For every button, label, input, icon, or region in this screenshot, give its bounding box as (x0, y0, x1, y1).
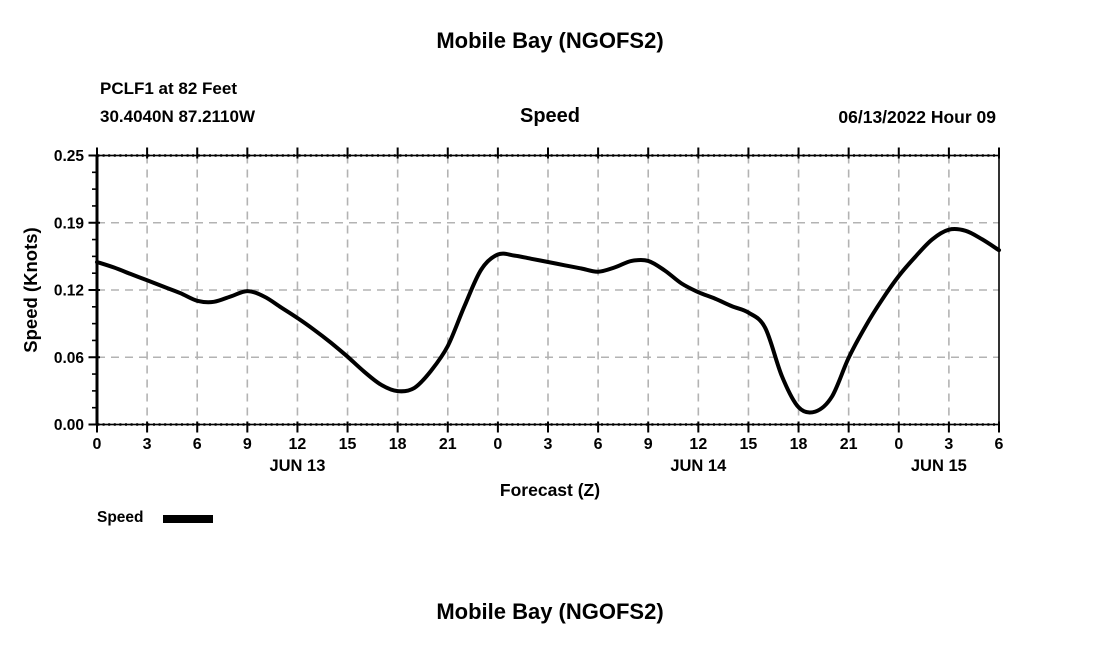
x-tick-label: 0 (493, 436, 502, 453)
x-tick-label: 3 (544, 436, 553, 453)
x-axis-label: Forecast (Z) (499, 480, 601, 500)
y-tick-label: 0.12 (54, 283, 84, 300)
x-tick-label: 12 (689, 436, 707, 453)
next-panel-title: Mobile Bay (NGOFS2) (436, 599, 664, 624)
x-tick-label: 6 (995, 436, 1004, 453)
x-tick-label: 15 (740, 436, 758, 453)
x-tick-label: 21 (439, 436, 457, 453)
x-tick-label: 6 (193, 436, 202, 453)
x-tick-label: 0 (894, 436, 903, 453)
x-tick-label: 18 (790, 436, 808, 453)
station-name-depth: PCLF1 at 82 Feet (100, 79, 237, 98)
y-tick-label: 0.00 (54, 417, 84, 434)
legend-line-swatch (163, 515, 213, 523)
x-tick-label: 12 (289, 436, 307, 453)
panel-subtitle: Speed (519, 105, 581, 127)
model-run-timestamp: 06/13/2022 Hour 09 (838, 107, 996, 127)
y-tick-label: 0.19 (54, 215, 85, 232)
y-tick-label: 0.06 (54, 350, 85, 367)
day-label: JUN 14 (670, 457, 727, 475)
legend-label: Speed (97, 509, 144, 526)
x-tick-label: 3 (944, 436, 953, 453)
x-tick-label: 9 (644, 436, 653, 453)
speed-curve (95, 227, 1001, 415)
x-tick-label: 21 (840, 436, 858, 453)
x-tick-label: 9 (243, 436, 252, 453)
y-tick-label: 0.25 (54, 148, 85, 165)
x-tick-label: 0 (93, 436, 102, 453)
x-tick-label: 3 (143, 436, 152, 453)
station-coordinates: 30.4040N 87.2110W (100, 107, 256, 126)
x-tick-label: 15 (339, 436, 357, 453)
x-tick-label: 18 (389, 436, 407, 453)
day-label: JUN 13 (269, 457, 325, 475)
x-tick-label: 6 (594, 436, 603, 453)
page-title: Mobile Bay (NGOFS2) (436, 28, 664, 53)
day-label: JUN 15 (911, 457, 967, 475)
